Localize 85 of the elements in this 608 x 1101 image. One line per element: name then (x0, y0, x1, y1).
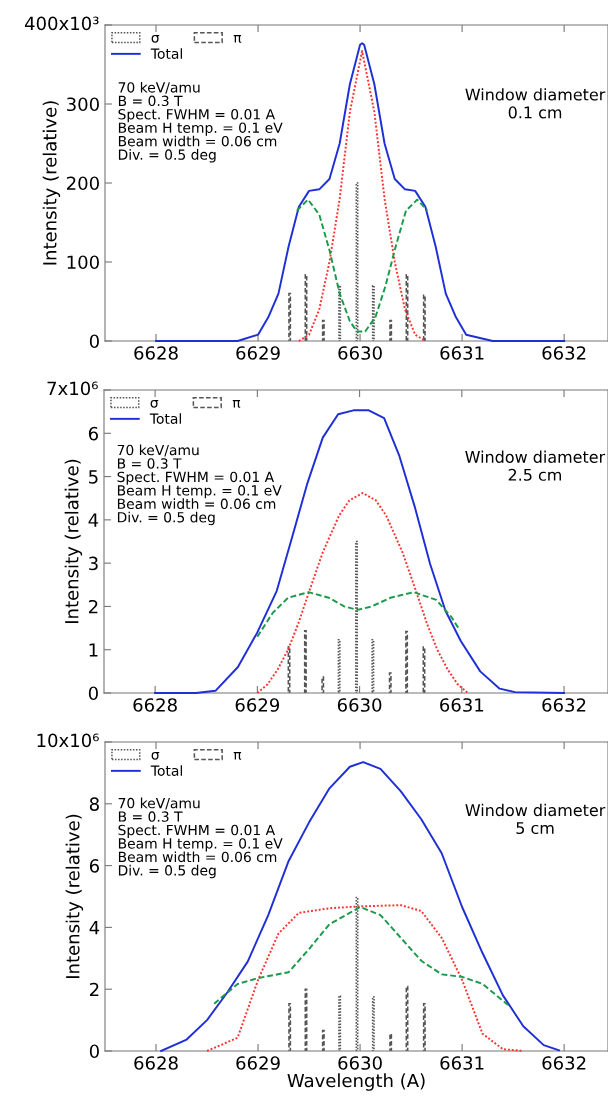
x-tick-label: 6631 (440, 346, 484, 360)
bar (355, 540, 358, 693)
text: 10x10⁶ (37, 733, 99, 748)
y-tick-label: 4 (89, 921, 100, 935)
legend-label: σ (151, 751, 160, 760)
legend-label: σ (150, 399, 159, 408)
bar (287, 645, 291, 693)
y-tick-label: 2 (88, 599, 98, 614)
x-tick-label: 6628 (134, 346, 178, 360)
x-tick-label: 6631 (440, 1056, 484, 1070)
legend-label: π (233, 751, 242, 760)
y-tick-label: 3 (89, 556, 98, 571)
bar (388, 672, 392, 693)
line-series (297, 50, 427, 342)
annotation: 70 keV/amu B = 0.3 T Spect. FWHM = 0.01 A Beam H temp. = 0.1 eV Beam width = 0.06 cm Div. = 0.5 deg (117, 444, 282, 526)
y-tick-label: 4 (88, 513, 99, 527)
legend-label: π (233, 34, 242, 43)
bar (288, 1002, 292, 1051)
legend-label: Total (150, 765, 182, 776)
y-tick-label: 0 (89, 1044, 99, 1059)
x-tick-label: 6629 (235, 698, 280, 712)
bar (405, 985, 409, 1051)
y-tick-label: 2 (89, 982, 99, 997)
x-tick-label: 6631 (440, 698, 484, 712)
line-series (213, 906, 509, 1006)
annotation: Window diameter 0.1 cm (465, 88, 606, 119)
x-tick-label: 6629 (236, 1056, 280, 1070)
bar (321, 1029, 325, 1051)
annotation: Window diameter 5 cm (465, 803, 606, 835)
line-series (295, 198, 429, 333)
line-series (206, 904, 525, 1052)
text: 400x10³ (24, 16, 99, 31)
bar (371, 996, 375, 1051)
annotation: 70 keV/amu B = 0.3 T Spect. FWHM = 0.01 A Beam H temp. = 0.1 eV Beam width = 0.06 cm Div. = 0.5 deg (118, 81, 283, 163)
bar (405, 630, 409, 693)
y-tick-label: 6 (88, 426, 98, 441)
bar (355, 182, 359, 341)
text: 7x10⁶ (47, 381, 98, 396)
bar (371, 638, 375, 693)
legend-label: Total (149, 413, 181, 424)
bar (371, 284, 375, 341)
bar (389, 319, 393, 341)
bar (288, 292, 292, 341)
legend-label: σ (151, 34, 160, 43)
bar (321, 319, 325, 341)
x-tick-label: 6628 (134, 1056, 178, 1070)
legend-label: Total (150, 48, 182, 59)
y-tick-label: 0 (89, 334, 99, 349)
x-tick-label: 6630 (338, 1056, 382, 1070)
annotation: 70 keV/amu B = 0.3 T Spect. FWHM = 0.01 A Beam H temp. = 0.1 eV Beam width = 0.06 cm Div. = 0.5 deg (118, 797, 283, 879)
bar (337, 638, 341, 693)
y-tick-label: 6 (89, 859, 99, 873)
y-axis-title: Intensity (relative) (42, 101, 61, 265)
y-axis-title: Intensity (relative) (64, 459, 83, 623)
x-axis-title: Wavelength (A) (287, 1073, 425, 1091)
bar (389, 1033, 393, 1051)
annotation: Window diameter 2.5 cm (465, 450, 606, 481)
bar (304, 988, 308, 1051)
x-tick-label: 6630 (338, 346, 382, 360)
x-tick-label: 6632 (542, 698, 586, 712)
y-tick-label: 8 (89, 797, 99, 811)
y-tick-label: 300 (67, 97, 99, 112)
bar (338, 284, 342, 341)
line-series (256, 591, 461, 638)
y-tick-label: 1 (89, 643, 98, 657)
bar (422, 1002, 426, 1051)
x-tick-label: 6630 (337, 698, 382, 712)
y-tick-label: 0 (88, 686, 98, 701)
bar (304, 273, 308, 341)
y-axis-title: Intensity (relative) (65, 814, 84, 978)
legend-label: π (232, 399, 241, 408)
bar (321, 676, 325, 693)
bar (405, 273, 409, 341)
x-tick-label: 6629 (236, 346, 280, 360)
x-tick-label: 6632 (542, 346, 586, 360)
bar (303, 629, 307, 693)
x-tick-label: 6628 (133, 698, 177, 712)
y-tick-label: 100 (67, 255, 99, 270)
y-tick-label: 200 (67, 176, 99, 191)
bar (338, 995, 342, 1051)
y-tick-label: 5 (89, 470, 98, 484)
x-tick-label: 6632 (542, 1056, 586, 1070)
bar (422, 294, 426, 341)
bar (422, 646, 426, 693)
bar (355, 896, 359, 1051)
